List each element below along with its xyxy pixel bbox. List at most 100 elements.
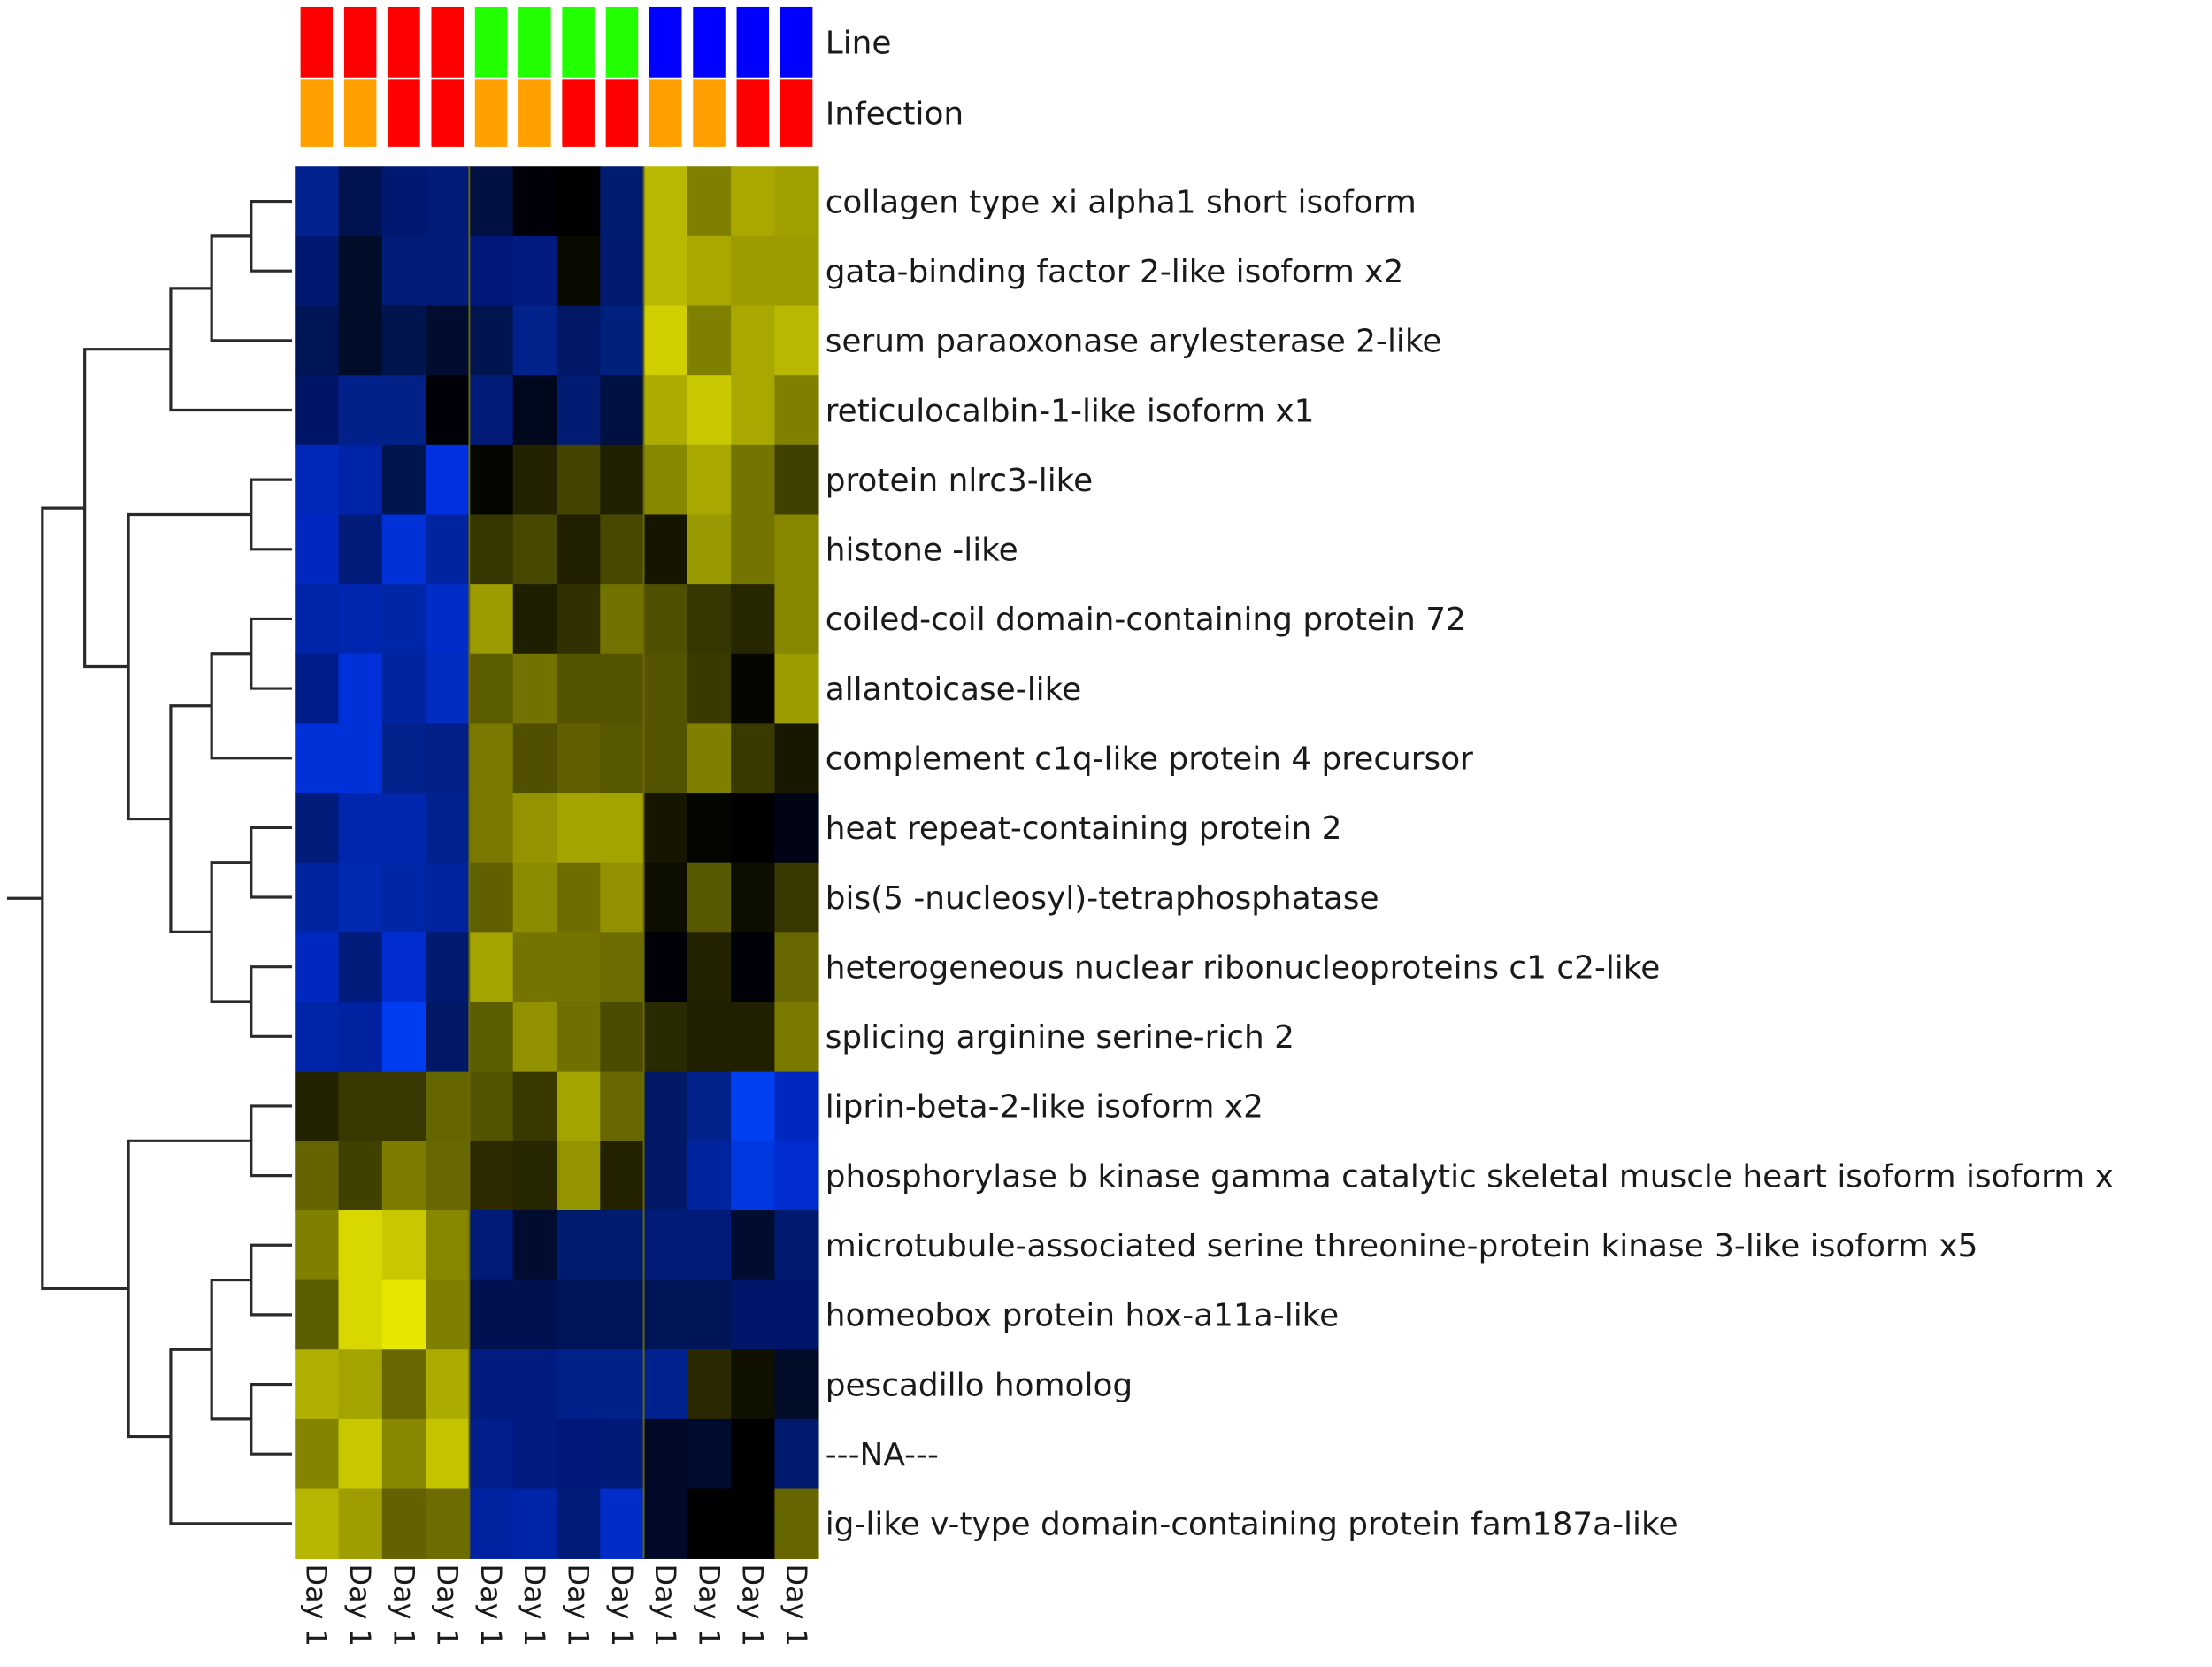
column-label: Day 1: [605, 1564, 639, 1647]
heatmap-cell: [469, 1210, 514, 1281]
track-line-swatch: [518, 6, 551, 78]
heatmap-cell: [512, 305, 557, 376]
heatmap-cell: [426, 1418, 471, 1490]
heatmap-cell: [469, 514, 514, 585]
heatmap-cell: [600, 932, 645, 1003]
column-group-separators: [468, 166, 645, 1559]
row-label: microtubule-associated serine threonine-…: [826, 1228, 1978, 1264]
heatmap-cell: [774, 235, 819, 307]
heatmap-cell: [295, 1488, 340, 1559]
heatmap-cell: [731, 723, 776, 794]
heatmap-cell: [687, 723, 732, 794]
heatmap-cell: [338, 1349, 383, 1420]
heatmap-cell: [600, 1210, 645, 1281]
heatmap-cell: [381, 305, 426, 376]
dendrogram-branch: [127, 512, 251, 821]
heatmap-cell: [774, 1210, 819, 1281]
heatmap-cell: [687, 1279, 732, 1351]
heatmap-cell: [469, 166, 514, 237]
heatmap-cell: [338, 1001, 383, 1072]
heatmap-cell: [338, 1279, 383, 1351]
track-line-swatch: [431, 6, 465, 78]
heatmap-cell: [687, 793, 732, 864]
heatmap-cell: [556, 1071, 602, 1142]
heatmap-cell: [774, 166, 819, 237]
row-label: pescadillo homolog: [826, 1367, 1133, 1403]
heatmap-cell: [512, 235, 557, 307]
column-label: Day 1: [649, 1564, 682, 1647]
heatmap-cell: [426, 514, 471, 585]
heatmap-cell: [643, 375, 688, 446]
heatmap-cell: [512, 1141, 557, 1211]
dendrogram-branch: [250, 617, 293, 690]
dendrogram-branch: [250, 1104, 293, 1178]
heatmap-cell: [687, 1001, 732, 1072]
track-line-swatch: [780, 6, 813, 78]
heatmap-cell: [731, 305, 776, 376]
heatmap-cell: [338, 305, 383, 376]
heatmap-cell: [687, 653, 732, 725]
heatmap-cell: [469, 862, 514, 933]
heatmap-cell: [512, 1279, 557, 1351]
heatmap-cell: [512, 1418, 557, 1490]
column-label: Day 1: [780, 1564, 813, 1647]
heatmap-cell: [381, 1488, 426, 1559]
heatmap-cell: [426, 1488, 471, 1559]
column-label: Day 1: [692, 1564, 726, 1647]
heatmap-cell: [556, 1210, 602, 1281]
dendrogram-branch: [250, 1243, 293, 1317]
heatmap-cell: [687, 1349, 732, 1420]
heatmap-cell: [643, 1349, 688, 1420]
heatmap-cell: [512, 1210, 557, 1281]
heatmap-cell: [687, 1071, 732, 1142]
track-infection-swatch: [474, 79, 508, 147]
heatmap-cell: [295, 1418, 340, 1490]
track-infection-swatch: [605, 79, 639, 147]
heatmap-cell: [426, 235, 471, 307]
heatmap-cell: [338, 1210, 383, 1281]
track-line-swatch: [474, 6, 508, 78]
heatmap-cell: [774, 1141, 819, 1211]
heatmap-cell: [774, 723, 819, 794]
heatmap-cell: [338, 1071, 383, 1142]
heatmap-cell: [469, 1349, 514, 1420]
heatmap-cell: [600, 444, 645, 516]
heatmap-cell: [426, 1349, 471, 1420]
heatmap-cell: [600, 1279, 645, 1351]
heatmap-cell: [643, 1210, 688, 1281]
heatmap-cell: [381, 1001, 426, 1072]
heatmap-cell: [556, 375, 602, 446]
row-dendrogram: [6, 199, 293, 1525]
heatmap-cell: [556, 1001, 602, 1072]
heatmap-cell: [381, 1071, 426, 1142]
heatmap-cell: [295, 862, 340, 933]
heatmap-cell: [426, 653, 471, 725]
heatmap-cell: [774, 305, 819, 376]
heatmap-cell: [295, 932, 340, 1003]
heatmap-cell: [556, 1349, 602, 1420]
heatmap-cell: [556, 793, 602, 864]
track-line-swatch: [343, 6, 377, 78]
heatmap-cell: [687, 584, 732, 655]
heatmap-cell: [600, 723, 645, 794]
heatmap-cell: [774, 584, 819, 655]
heatmap-cell: [774, 793, 819, 864]
heatmap-cell: [512, 1349, 557, 1420]
dendrogram-branch: [169, 704, 212, 933]
heatmap-cell: [731, 1001, 776, 1072]
heatmap-cell: [295, 1279, 340, 1351]
heatmap-cell: [774, 862, 819, 933]
heatmap-cell: [731, 653, 776, 725]
heatmap-cell: [731, 166, 776, 237]
heatmap-cell: [687, 444, 732, 516]
row-label: ---NA---: [826, 1437, 939, 1473]
column-label: Day 1: [518, 1564, 551, 1647]
heatmap-cell: [338, 1141, 383, 1211]
track-line-swatch: [693, 6, 726, 78]
annotation-tracks: [300, 6, 813, 147]
heatmap-cell: [295, 723, 340, 794]
heatmap-cell: [556, 166, 602, 237]
heatmap-cell: [731, 1210, 776, 1281]
heatmap-cell: [643, 1279, 688, 1351]
heatmap-cell: [731, 1141, 776, 1211]
